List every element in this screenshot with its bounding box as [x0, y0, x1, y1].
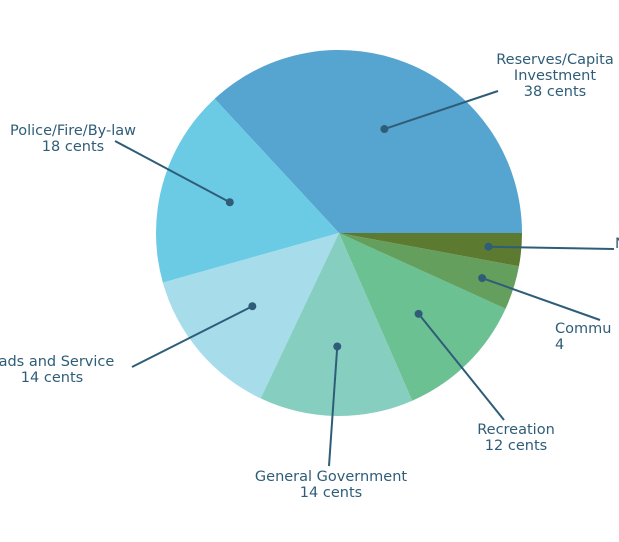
leader-line: [481, 277, 601, 321]
leader-dot: [414, 309, 423, 318]
slice-label: General Government 14 cents: [255, 469, 407, 501]
leader-dot: [484, 242, 493, 251]
slice-labels: Reserves/Capita Investment 38 cents Police/…: [0, 52, 619, 501]
slice-label: Reserves/Capita Investment 38 cents: [496, 52, 614, 100]
leader-dot: [248, 302, 257, 311]
leader-lines: [114, 90, 615, 467]
slice-label-line: 14 cents: [300, 485, 362, 501]
pie-slice-general-government: [260, 233, 413, 416]
slice-label: oads and Service 14 cents: [0, 354, 114, 386]
slice-label-line: 14 cents: [21, 370, 83, 386]
leader-line: [114, 140, 231, 204]
leader-line: [488, 245, 615, 250]
slice-label-line: oads and Service: [0, 354, 114, 370]
slice-label: Police/Fire/By-law 18 cents: [10, 123, 136, 155]
slice-label: Commu 4: [555, 321, 611, 353]
slice-label: Recreation 12 cents: [477, 422, 555, 454]
pie-slice-community: [339, 233, 519, 309]
slice-label-line: 12 cents: [485, 438, 547, 454]
pie-slice-police-fire-by-law: [156, 98, 339, 283]
leader-dot: [333, 342, 342, 351]
leader-line: [384, 90, 499, 130]
slice-label: N: [615, 236, 619, 252]
slice-label-line: Commu: [555, 321, 611, 337]
slice-label-line: Police/Fire/By-law: [10, 123, 136, 139]
leader-dot: [380, 125, 389, 134]
leader-line: [328, 346, 339, 467]
pie-slice-roads-and-service: [162, 233, 339, 399]
slice-label-line: General Government: [255, 469, 407, 485]
slice-label-line: Reserves/Capita: [496, 52, 614, 68]
pie-slices: [156, 50, 522, 416]
leader-dot: [478, 274, 487, 283]
slice-label-line: 18 cents: [42, 139, 104, 155]
pie-slice-unnamed-6: [339, 233, 522, 267]
leader-dot: [225, 198, 234, 207]
slice-label-line: Recreation: [477, 422, 555, 438]
slice-label-line: Investment: [514, 68, 596, 84]
leader-line: [417, 313, 505, 421]
leader-line: [131, 305, 253, 368]
pie-slice-reserves-capital-investment: [214, 50, 522, 233]
slice-label-line: N: [615, 236, 619, 252]
slice-label-line: 4: [555, 337, 564, 353]
slice-label-line: 38 cents: [524, 84, 586, 100]
